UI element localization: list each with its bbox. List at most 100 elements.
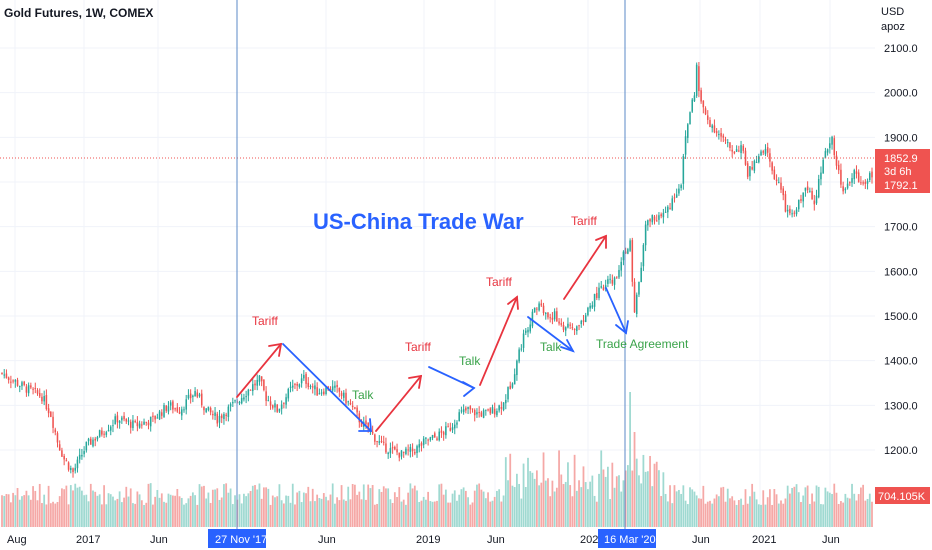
time-highlight-mar-2020-label: 16 Mar '20 [604, 534, 656, 546]
volume-bar [223, 484, 225, 527]
volume-bar [826, 491, 829, 527]
volume-bar [653, 463, 656, 527]
candle-body [138, 423, 141, 428]
candle-body [698, 66, 700, 92]
volume-bar [300, 502, 303, 527]
volume-bar [294, 504, 296, 527]
candle-body [25, 386, 28, 393]
candle-body [36, 390, 39, 394]
volume-bar [531, 472, 534, 527]
volume-bar [25, 490, 28, 527]
candle-body [689, 112, 691, 125]
volume-bar [729, 498, 731, 527]
volume-bar [96, 495, 99, 527]
tariff-arrows [236, 234, 607, 432]
volume-bar [511, 485, 514, 527]
candle-body [496, 410, 498, 416]
candle-body [789, 208, 791, 214]
candle-body [121, 417, 123, 421]
volume-bar [504, 457, 507, 527]
volume-bar [318, 498, 321, 527]
candle-body [407, 449, 409, 451]
candle-body [746, 163, 749, 177]
candle-body [260, 376, 263, 382]
candle-body [633, 281, 636, 313]
volume-bar [844, 493, 847, 527]
volume-bar [132, 503, 134, 527]
candle-body [578, 325, 580, 327]
candle-body [32, 388, 34, 390]
volume-bar [773, 489, 776, 527]
volume-bar [63, 489, 66, 527]
volume-bar [607, 466, 609, 527]
volume-bar [755, 499, 758, 527]
candle-body [360, 421, 363, 427]
candle-body [755, 162, 758, 164]
volume-bar [278, 484, 281, 527]
volume-bar [409, 483, 412, 527]
volume-bar [422, 496, 425, 527]
volume-bar [260, 498, 263, 527]
candle-body [267, 400, 270, 402]
volume-bar [254, 485, 256, 527]
volume-bar [27, 495, 30, 527]
volume-bar [258, 483, 261, 527]
volume-bar [540, 482, 543, 527]
volume-bar [287, 495, 290, 527]
candle-body [831, 136, 833, 145]
candle-body [491, 407, 494, 414]
volume-bar [660, 496, 663, 527]
volume-bar [535, 470, 538, 527]
candle-body [758, 156, 760, 163]
volume-bar [453, 490, 456, 527]
candle-body [453, 424, 456, 429]
annotation-talk-2: Talk [459, 354, 481, 368]
volume-bar [837, 503, 840, 527]
candle-body [482, 410, 485, 418]
candle-body [505, 399, 507, 404]
candle-body [711, 125, 713, 129]
volume-bar [3, 495, 6, 527]
volume-bar [693, 491, 696, 527]
candle-body [642, 245, 645, 267]
candle-body [238, 401, 241, 404]
volume-bar [806, 485, 809, 527]
candle-body [320, 392, 323, 394]
volume-bar [362, 484, 365, 527]
candle-body [824, 151, 827, 159]
candle-body [473, 410, 476, 416]
candle-body [596, 292, 598, 299]
volume-bar [749, 496, 751, 527]
volume-bar [456, 500, 458, 527]
candle-body [851, 178, 853, 183]
candle-body [664, 211, 667, 213]
volume-bar [154, 496, 157, 527]
volume-bar [451, 493, 454, 527]
candle-body [806, 186, 809, 191]
time-highlight-nov-2017 [208, 529, 266, 548]
volume-bar [340, 485, 343, 527]
volume-bar [582, 466, 585, 527]
volume-bar [376, 503, 378, 527]
candle-body [101, 430, 103, 435]
volume-bar [631, 470, 634, 527]
candle-body [287, 388, 290, 399]
last-price-value: 1852.9 [884, 153, 918, 165]
volume-bar [189, 495, 192, 527]
candle-body [125, 418, 128, 422]
volume-bar [358, 491, 361, 527]
candle-body [50, 412, 52, 417]
volume-bar [118, 491, 121, 527]
candle-body [726, 142, 729, 144]
volume-bar [302, 492, 305, 527]
candle-body [209, 408, 212, 413]
candle-body [371, 431, 374, 434]
volume-bar [100, 504, 103, 527]
price-tick-label: 1400.0 [884, 356, 918, 368]
volume-bar [502, 495, 505, 527]
volume-bar [715, 494, 718, 527]
candle-body [112, 425, 114, 427]
candle-body [30, 385, 32, 388]
candle-body [280, 404, 283, 410]
